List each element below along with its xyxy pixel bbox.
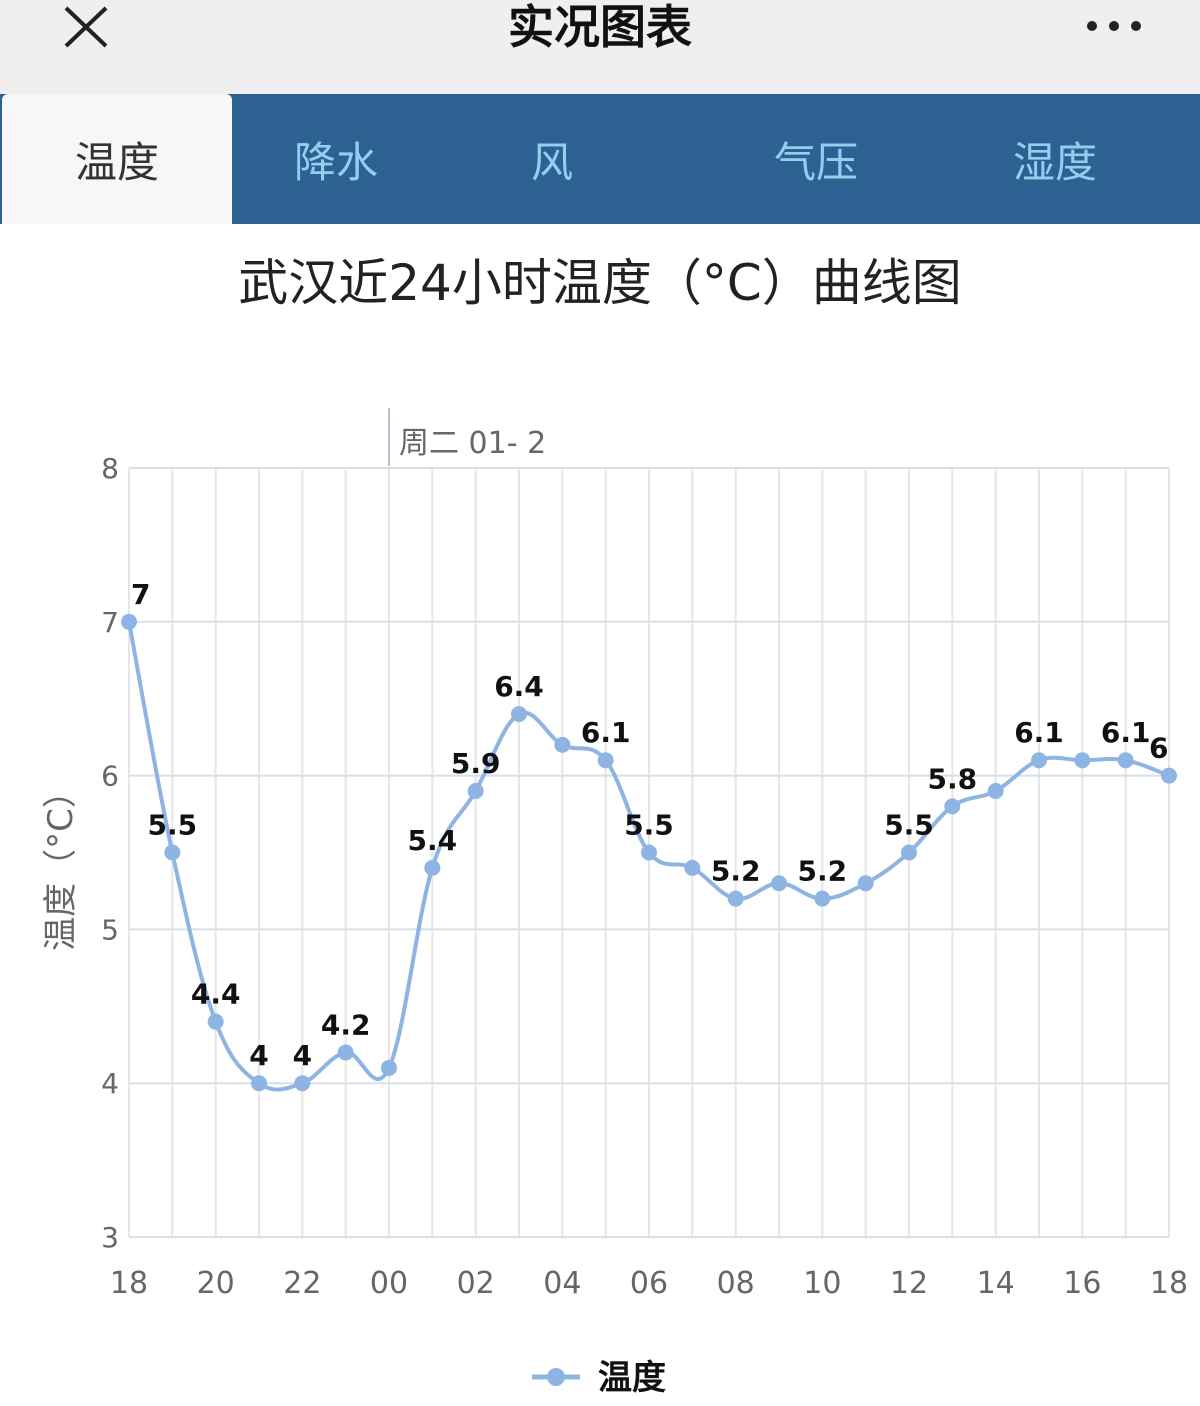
page-title: 实况图表 [508, 0, 692, 54]
data-point [1074, 752, 1091, 769]
y-tick-label: 7 [101, 606, 119, 639]
data-point [164, 844, 181, 861]
more-button[interactable] [1080, 8, 1150, 44]
x-tick-label: 22 [283, 1266, 321, 1301]
y-tick-label: 3 [101, 1221, 119, 1254]
data-point [1161, 767, 1177, 784]
data-point [684, 859, 701, 876]
data-label: 6 [1149, 732, 1168, 765]
data-point [467, 782, 484, 799]
day-marker-label: 周二 01- 2 [399, 426, 546, 461]
data-label: 4 [249, 1039, 268, 1072]
close-icon [64, 6, 108, 48]
data-point [207, 1013, 224, 1030]
x-tick-label: 00 [370, 1266, 408, 1301]
data-label: 4.2 [321, 1008, 371, 1041]
y-tick-label: 6 [101, 760, 119, 793]
data-label: 5.9 [451, 747, 501, 780]
y-tick-label: 5 [101, 913, 119, 946]
data-label: 7 [131, 578, 150, 611]
data-label: 6.1 [581, 716, 631, 749]
data-point [641, 844, 657, 861]
x-tick-label: 18 [110, 1266, 148, 1301]
data-point [987, 782, 1004, 799]
x-tick-label: 14 [977, 1266, 1015, 1301]
close-button[interactable] [56, 0, 116, 60]
data-label: 5.8 [928, 762, 978, 795]
tab-temperature[interactable]: 温度 [2, 94, 232, 224]
data-point [901, 844, 917, 861]
legend-label: 温度 [598, 1358, 666, 1398]
data-label: 5.2 [711, 855, 761, 888]
y-tick-label: 4 [101, 1067, 119, 1100]
legend-marker [547, 1368, 565, 1386]
data-point [857, 875, 874, 892]
data-label: 4.4 [191, 978, 241, 1011]
data-point [381, 1059, 397, 1076]
data-label: 6.1 [1014, 716, 1064, 749]
tab-precipitation[interactable]: 降水 [293, 137, 378, 187]
tab-bar: 温度 降水 风 气压 湿度 [0, 94, 1200, 224]
data-label: 5.5 [148, 809, 198, 842]
data-label: 5.4 [408, 824, 458, 857]
x-tick-label: 20 [197, 1266, 235, 1301]
data-label: 5.5 [624, 809, 674, 842]
data-point [944, 798, 961, 815]
x-tick-label: 08 [717, 1266, 755, 1301]
top-bar: 实况图表 [0, 0, 1200, 94]
data-point [511, 706, 527, 723]
data-label: 5.5 [884, 809, 934, 842]
data-point [1031, 752, 1047, 769]
y-axis-label: 温度（°C） [41, 774, 81, 951]
data-point [814, 890, 831, 907]
x-tick-label: 12 [890, 1266, 928, 1301]
data-label: 5.2 [798, 855, 848, 888]
data-point [727, 890, 744, 907]
data-label: 4 [293, 1039, 312, 1072]
x-tick-label: 02 [457, 1266, 495, 1301]
tab-humidity[interactable]: 湿度 [1012, 137, 1097, 187]
x-tick-label: 16 [1063, 1266, 1101, 1301]
data-point [771, 875, 787, 892]
data-label: 6.4 [494, 670, 544, 703]
y-tick-label: 8 [101, 452, 119, 485]
tab-wind[interactable]: 风 [530, 137, 573, 187]
data-point [294, 1075, 311, 1092]
x-tick-label: 18 [1150, 1266, 1188, 1301]
data-point [597, 752, 614, 769]
data-point [554, 736, 571, 753]
data-point [251, 1075, 267, 1092]
x-tick-label: 10 [803, 1266, 841, 1301]
data-point [121, 613, 137, 630]
data-point [337, 1044, 354, 1061]
data-point [1117, 752, 1134, 769]
x-tick-label: 06 [630, 1266, 668, 1301]
tab-pressure[interactable]: 气压 [773, 137, 858, 187]
x-tick-label: 04 [543, 1266, 581, 1301]
chart-title: 武汉近24小时温度（°C）曲线图 [238, 254, 962, 312]
data-label: 6.1 [1101, 716, 1151, 749]
more-icon [1087, 21, 1141, 31]
data-point [424, 859, 441, 876]
